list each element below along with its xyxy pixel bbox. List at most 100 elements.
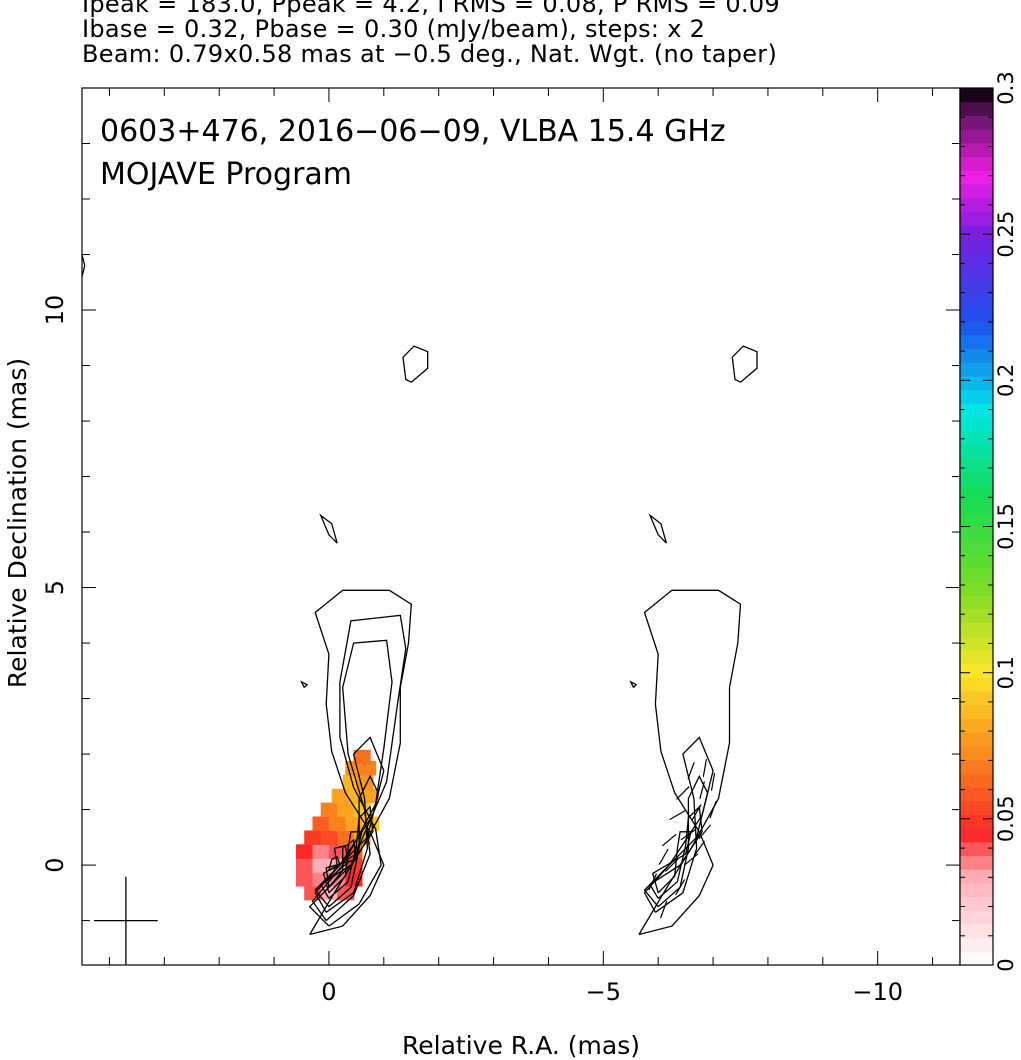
colorbar-swatch [960,362,993,377]
colorbar-swatch [960,129,993,144]
polarization-pixel [312,816,330,831]
polarization-pixel [320,885,338,901]
colorbar-swatch [960,828,993,843]
colorbar-swatch [960,115,993,130]
colorbar-swatch [960,375,993,391]
colorbar-swatch [960,458,993,473]
left-contour-level-3 [311,639,393,922]
colorbar-swatch [960,786,993,802]
left-contour-level-1 [309,589,412,936]
evpa-vector [675,879,686,896]
chart-subtitle: MOJAVE Program [100,157,352,192]
polarization-pixel [348,788,366,804]
colorbar-swatch [960,622,993,637]
colorbar-swatch [960,307,993,322]
colorbar-swatch [960,732,993,747]
evpa-vector [660,900,668,919]
right-isolated-contour-2 [629,680,638,688]
polarization-pixel [345,816,363,831]
evpa-vector [687,762,695,780]
evpa-vector [709,800,717,819]
colorbar-swatch [960,183,993,199]
polarization-pixel [337,802,355,818]
polarization-pixel [337,885,355,901]
colorbar-swatch [960,348,993,363]
colorbar-swatch [960,581,993,596]
colorbar-swatch [960,814,993,829]
evpa-vector [710,772,716,791]
colorbar-swatch [960,430,993,445]
evpa-vector [683,853,699,866]
colorbar-swatch [960,485,993,500]
y-axis-label: Relative Declination (mas) [3,358,32,688]
colorbar-swatch [960,88,993,103]
colorbar-swatch [960,923,993,939]
colorbar-swatch [960,471,993,486]
colorbar-swatch [960,279,993,295]
evpa-vector [648,873,658,891]
colorbar-swatch [960,170,993,185]
colorbar-swatch [960,869,993,884]
colorbar-swatch [960,142,993,158]
right-contour-level-7 [651,831,692,894]
polarization-pixel [304,830,322,845]
polarization-pixel [312,872,330,887]
right-contour-level-4 [643,736,714,913]
colorbar-swatch [960,553,993,569]
colorbar-swatch [960,773,993,788]
polarization-pixel [320,802,338,818]
left-isolated-contour-1 [319,513,338,544]
evpa-vector [658,848,669,865]
colorbar-swatch [960,225,993,240]
colorbar-swatch [960,759,993,774]
image-header: Ipeak = 183.0, Ppeak = 4.2, I RMS = 0.08… [82,0,982,67]
evpa-vector [702,758,707,777]
polarization-pixel [312,844,330,859]
left-contour-level-2 [308,614,407,927]
beam-marker [94,876,158,965]
colorbar-swatch [960,567,993,582]
left-isolated-contour-3 [82,254,86,277]
polarization-pixel [296,858,314,873]
polarization-pixel [312,858,330,873]
colorbar-swatch [960,636,993,651]
polarization-pixel [331,788,349,804]
colorbar-swatch [960,718,993,733]
y-tick-label: 5 [41,580,69,595]
left-contour-level-8 [325,838,358,888]
evpa-vector [665,858,679,872]
colorbar-tick-label: 0.1 [994,656,1018,689]
x-axis-label: Relative R.A. (mas) [402,1031,640,1060]
chart-title: 0603+476, 2016−06−09, VLBA 15.4 GHz [100,114,726,149]
colorbar-swatch [960,595,993,610]
colorbar-tick-label: 0.25 [994,211,1018,258]
evpa-vector [669,810,686,821]
colorbar-swatch [960,540,993,555]
right-contour-level-6 [649,805,703,899]
polarization-pixel [361,788,379,804]
colorbar-tick-label: 0.05 [994,795,1018,842]
colorbar-tick-label: 0 [994,958,1018,971]
colorbar-swatch [960,663,993,678]
polarization-pixel [353,749,371,765]
colorbar-tick-label: 0.15 [994,503,1018,550]
evpa-vector [661,833,677,847]
colorbar-swatch [960,293,993,308]
axis-ticks: 0 −5 −10 0 5 10 [41,88,960,1006]
y-tick-label: 0 [41,857,69,872]
evpa-vector [691,804,702,821]
polarization-pixel [328,844,346,859]
left-isolated-contour-0 [402,345,429,383]
header-peak-rms-line: Ipeak = 183.0, Ppeak = 4.2, I RMS = 0.08… [82,0,780,18]
evpa-vector [676,786,690,800]
colorbar-swatch [960,937,993,952]
evpa-vector [693,840,705,857]
colorbar-swatch [960,252,993,267]
polarization-pixel [296,872,314,887]
evpa-vector [699,781,705,799]
colorbar-swatch [960,211,993,226]
colorbar-swatch [960,800,993,815]
colorbar-swatch [960,745,993,761]
colorbar-tick-label: 0.3 [994,71,1018,104]
